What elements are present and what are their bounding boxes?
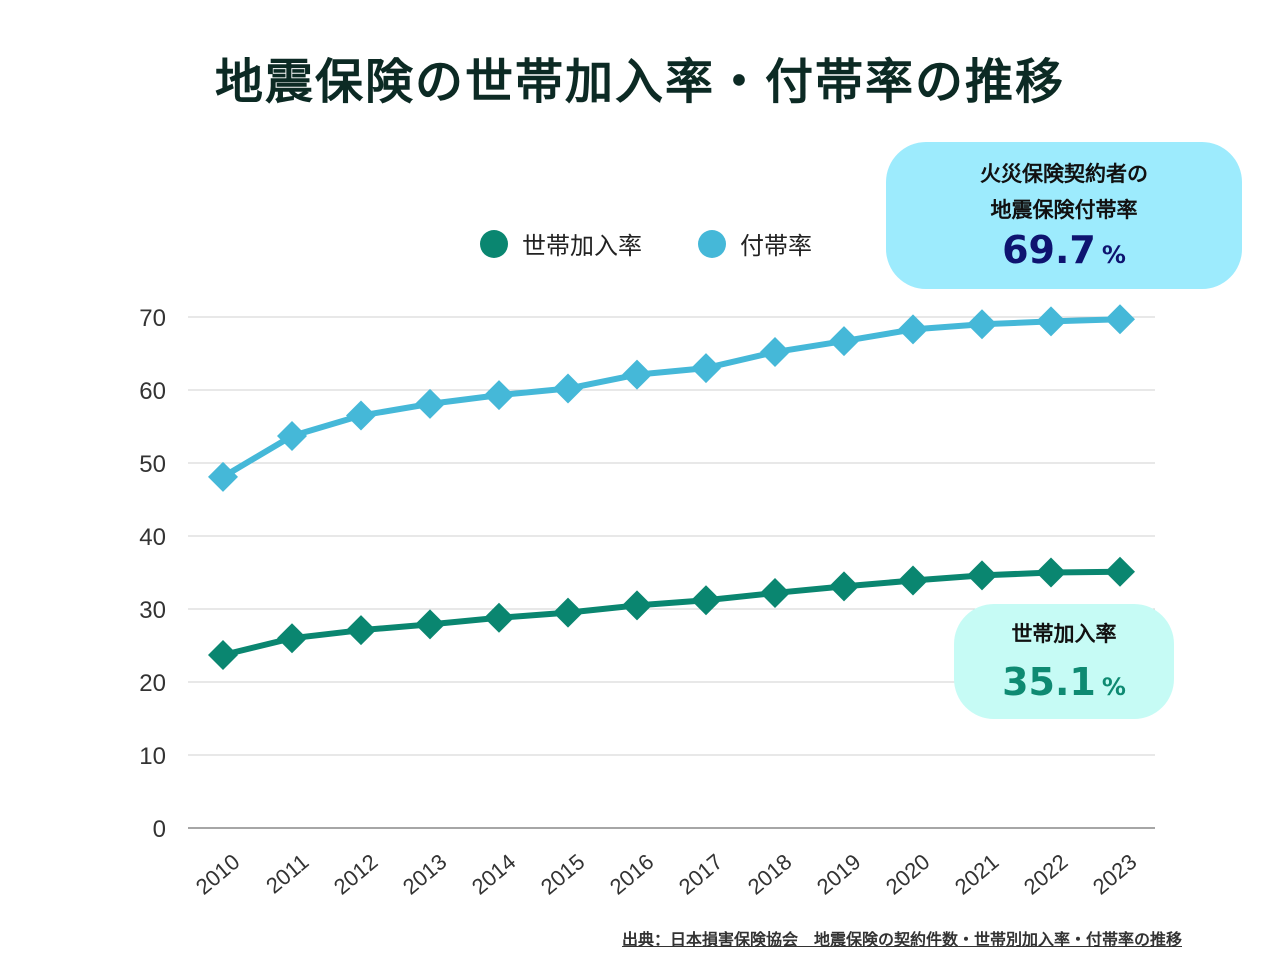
x-tick-label: 2013 [398,849,452,900]
legend-marker-household [480,229,508,258]
data-point [484,602,514,633]
y-tick-label: 40 [139,524,166,551]
callout-value: 35.1 [1002,660,1096,704]
data-point [829,571,859,602]
data-point [1036,306,1066,337]
data-point [346,400,376,431]
y-tick-label: 0 [153,816,166,843]
data-point [1036,557,1066,588]
x-tick-label: 2018 [743,849,797,900]
data-point [967,309,997,340]
data-point [415,609,445,640]
data-point [277,623,307,654]
x-tick-label: 2020 [881,849,935,900]
callout-unit: % [1101,673,1126,701]
y-tick-label: 50 [139,451,166,478]
data-point [415,388,445,419]
data-point [898,565,928,596]
x-tick-label: 2017 [674,849,728,900]
data-point [1105,304,1135,335]
data-point [622,359,652,390]
data-point [1105,556,1135,587]
callout-label: 世帯加入率 [1011,622,1117,646]
data-point [622,590,652,621]
series-line [221,316,1121,480]
attach-rate-callout: 火災保険契約者の 地震保険付帯率 69.7% [886,142,1242,289]
y-tick-label: 30 [139,597,166,624]
x-tick-label: 2022 [1019,849,1073,900]
y-tick-label: 20 [139,670,166,697]
data-point [553,373,583,404]
data-point [829,326,859,357]
callout-line2: 地震保険付帯率 [990,198,1138,222]
x-tick-label: 2019 [812,849,866,900]
callout-unit: % [1101,241,1126,269]
data-point [346,615,376,646]
y-tick-label: 10 [139,743,166,770]
data-point [760,337,790,368]
callout-value: 69.7 [1002,228,1096,272]
source-note: 出典：日本損害保険協会 地震保険の契約件数・世帯別加入率・付帯率の推移 [621,930,1182,949]
legend-marker-attach [698,229,726,258]
data-point [691,585,721,616]
x-tick-label: 2016 [605,849,659,900]
data-point [760,577,790,608]
y-tick-label: 60 [139,378,166,405]
legend: 世帯加入率 付帯率 [480,226,868,261]
legend-item-attach: 付帯率 [698,226,812,261]
x-tick-label: 2015 [536,849,590,900]
data-point [277,420,307,451]
data-point [484,380,514,411]
x-tick-label: 2012 [329,849,383,900]
data-point [208,639,238,670]
data-point [691,353,721,384]
data-point [967,560,997,591]
data-point [898,314,928,345]
x-tick-label: 2010 [191,849,245,900]
y-tick-label: 70 [139,305,166,332]
chart-title: 地震保険の世帯加入率・付帯率の推移 [214,54,1065,110]
data-point [553,597,583,628]
x-tick-label: 2011 [261,849,313,899]
data-point [208,461,238,492]
x-tick-label: 2023 [1088,849,1142,900]
legend-label: 付帯率 [740,232,812,260]
legend-item-household: 世帯加入率 [480,226,642,261]
x-tick-label: 2021 [950,849,1004,900]
callout-line1: 火災保険契約者の [980,162,1148,186]
legend-label: 世帯加入率 [522,232,642,260]
x-tick-label: 2014 [467,849,521,900]
household-rate-callout: 世帯加入率 35.1% [954,604,1174,719]
